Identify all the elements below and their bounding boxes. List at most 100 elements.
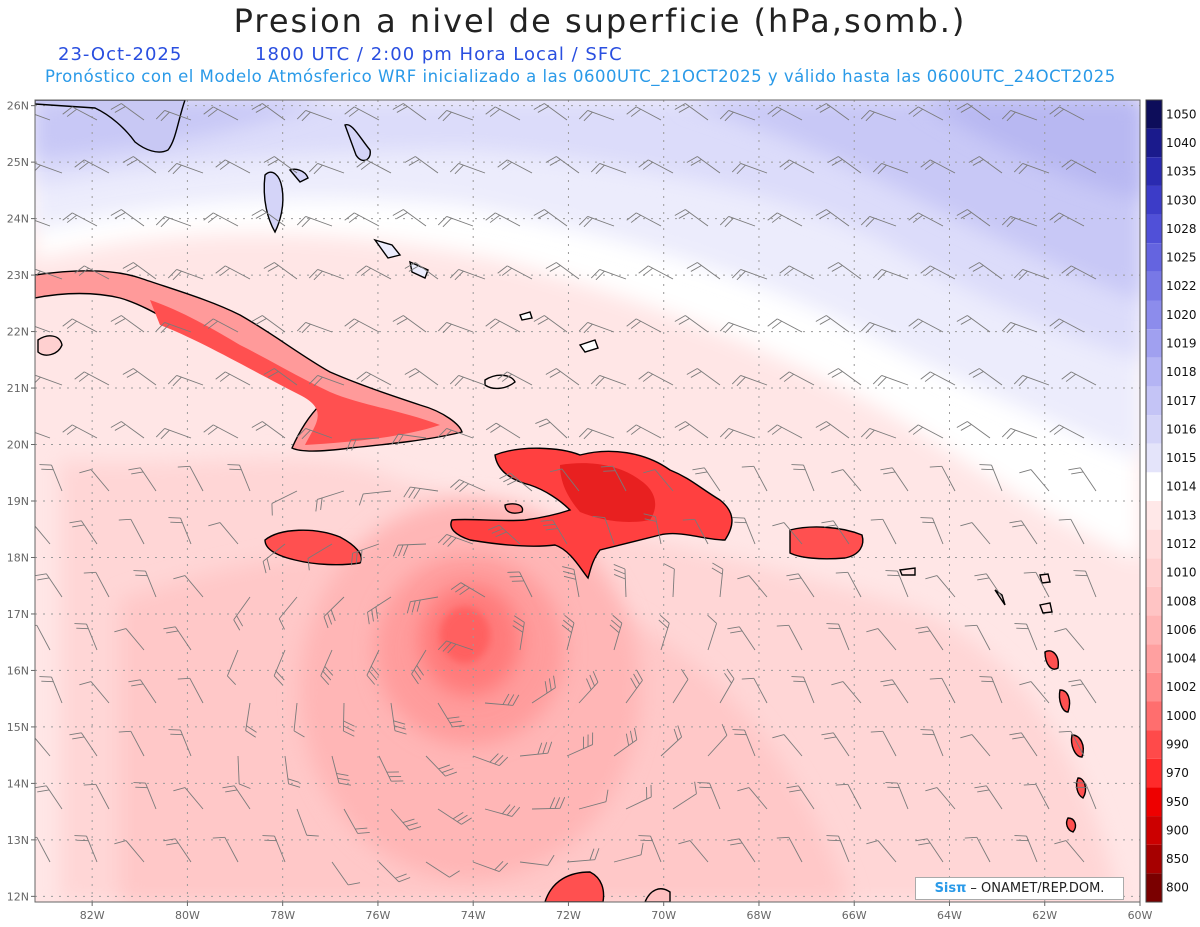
lat-label: 23N (7, 269, 29, 282)
lat-label: 18N (7, 551, 29, 564)
colorbar-label: 990 (1166, 737, 1189, 751)
st-vincent (1065, 817, 1077, 833)
pressure-colorbar: 1050 1040 1035 1030 1028 1025 1022 1020 1019 1018… (1145, 99, 1197, 903)
colorbar-label: 1030 (1166, 193, 1197, 207)
colorbar-swatch (1146, 100, 1162, 129)
colorbar-label: 800 (1166, 881, 1189, 895)
colorbar-swatch (1146, 701, 1162, 731)
map-title: Presion a nivel de superficie (hPa,somb.… (233, 2, 967, 40)
colorbar-label: 1020 (1166, 308, 1197, 322)
colorbar-label: 970 (1166, 766, 1189, 780)
lon-label: 80W (175, 909, 200, 922)
colorbar-swatch (1146, 214, 1162, 244)
jamaica (264, 529, 362, 566)
colorbar-label: 1013 (1166, 508, 1197, 522)
colorbar-label: 1050 (1166, 107, 1197, 121)
colorbar-swatch (1146, 128, 1162, 158)
lat-label: 22N (7, 326, 29, 339)
colorbar-label: 1002 (1166, 680, 1197, 694)
colorbar-swatch (1146, 816, 1162, 845)
colorbar-swatch (1146, 157, 1162, 186)
colorbar-label: 1028 (1166, 222, 1197, 236)
lon-label: 78W (270, 909, 295, 922)
colorbar-label: 1035 (1166, 165, 1197, 179)
lon-label: 72W (556, 909, 581, 922)
lon-label: 76W (365, 909, 390, 922)
lon-label: 70W (651, 909, 676, 922)
lat-label: 25N (7, 156, 29, 169)
colorbar-label: 1015 (1166, 451, 1197, 465)
colorbar-swatch (1146, 357, 1162, 387)
gonave (504, 503, 524, 514)
lat-label: 16N (7, 664, 29, 677)
wind-barbs (35, 103, 1097, 886)
lon-label: 66W (842, 909, 867, 922)
colorbar-label: 1025 (1166, 251, 1197, 265)
colorbar-swatch (1146, 300, 1162, 330)
colorbar-label: 1017 (1166, 394, 1197, 408)
colorbar-swatch (1146, 443, 1162, 473)
colorbar-swatch (1146, 672, 1162, 702)
lon-label: 82W (80, 909, 105, 922)
colorbar-label: 850 (1166, 852, 1189, 866)
colorbar-label: 950 (1166, 795, 1189, 809)
landmasses (35, 100, 1087, 902)
colorbar-label: 1019 (1166, 336, 1197, 350)
colorbar-label: 1006 (1166, 623, 1197, 637)
colorbar-label: 1040 (1166, 136, 1197, 150)
forecast-time: 1800 UTC / 2:00 pm Hora Local / SFC (255, 44, 623, 65)
credit-text: – ONAMET/REP.DOM. (970, 881, 1105, 896)
colorbar-swatch (1146, 844, 1162, 874)
lat-label: 19N (7, 495, 29, 508)
longitude-labels: 82W 80W 78W 76W 74W 72W 70W 68W 66W 64W 62W 60W (80, 902, 1153, 922)
colorbar-swatch (1146, 644, 1162, 673)
lat-lon-grid (35, 100, 1140, 902)
andros (263, 171, 284, 234)
latitude-labels: 26N 25N 24N 23N 22N 21N 20N 19N 18N 17N 16N 15N 14N 1… (7, 100, 35, 903)
colorbar-swatch (1146, 787, 1162, 817)
puerto-rico (789, 526, 864, 560)
colorbar-label: 1018 (1166, 365, 1197, 379)
model-subtitle: Pronóstico con el Modelo Atmósferico WRF… (45, 67, 1116, 86)
colorbar-swatch (1146, 472, 1162, 501)
lat-label: 21N (7, 382, 29, 395)
colorbar-swatch (1146, 586, 1162, 616)
lat-label: 26N (7, 100, 29, 113)
dominica (1058, 689, 1071, 713)
lat-label: 14N (7, 777, 29, 790)
colorbar-swatch (1146, 529, 1162, 559)
colorbar-swatch (1146, 386, 1162, 416)
colorbar-label: 1008 (1166, 594, 1197, 608)
colorbar-label: 1022 (1166, 279, 1197, 293)
lon-label: 62W (1032, 909, 1057, 922)
lat-label: 24N (7, 213, 29, 226)
colorbar-swatch (1146, 873, 1162, 902)
colorbar-swatch (1146, 558, 1162, 587)
colorbar-label: 1010 (1166, 566, 1197, 580)
guajira (544, 871, 605, 902)
colorbar-swatch (1146, 415, 1162, 444)
lon-label: 74W (461, 909, 486, 922)
lon-label: 64W (937, 909, 962, 922)
lat-label: 12N (7, 890, 29, 903)
colorbar-swatch (1146, 243, 1162, 272)
colorbar-label: 1012 (1166, 537, 1197, 551)
colorbar-label: 1000 (1166, 709, 1197, 723)
colorbar-swatch (1146, 758, 1162, 788)
lon-label: 60W (1128, 909, 1153, 922)
lat-label: 15N (7, 721, 29, 734)
colorbar-label: 1014 (1166, 480, 1197, 494)
colorbar-label: 1016 (1166, 422, 1197, 436)
lat-label: 20N (7, 439, 29, 452)
colorbar-swatch (1146, 329, 1162, 358)
colorbar-label: 900 (1166, 823, 1189, 837)
colorbar-swatch (1146, 501, 1162, 530)
guadeloupe (1044, 650, 1060, 670)
lon-label: 68W (747, 909, 772, 922)
colorbar-label: 1004 (1166, 652, 1197, 666)
colorbar-swatch (1146, 271, 1162, 301)
credit-box: Sisπ – ONAMET/REP.DOM. (915, 877, 1124, 900)
lat-label: 17N (7, 608, 29, 621)
martinique (1070, 734, 1084, 758)
